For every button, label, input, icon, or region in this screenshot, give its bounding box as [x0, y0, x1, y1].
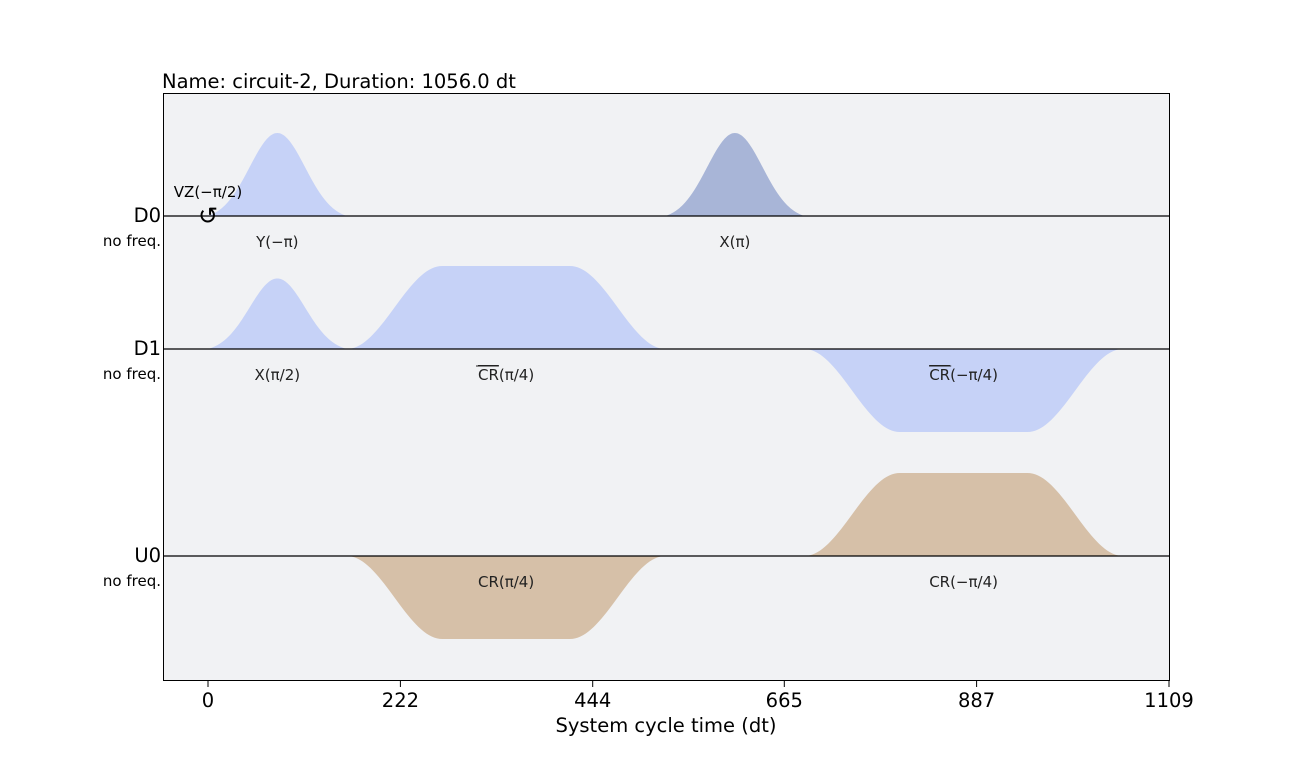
pulse-d0-0 — [208, 133, 347, 216]
pulse-label-d1-1: CR(π/4) — [478, 366, 534, 384]
pulse-label-u0-1: CR(−π/4) — [929, 573, 998, 591]
pulse-u0-0 — [346, 556, 666, 639]
pulse-d1-2 — [804, 349, 1124, 432]
frame-change-icon: ↺ — [198, 202, 218, 230]
pulse-d1-1 — [346, 266, 666, 349]
plot-frame — [163, 93, 1170, 681]
channel-name-u0: U0 — [134, 544, 161, 567]
channel-name-d1: D1 — [134, 337, 161, 360]
pulse-label-d0-1: X(π) — [719, 233, 750, 251]
pulse-label-d0-0: Y(−π) — [255, 233, 298, 251]
baselines-layer — [163, 215, 1170, 557]
x-tick-label: 1109 — [1144, 689, 1194, 712]
x-tick-label: 0 — [202, 689, 214, 712]
channel-freq-d0: no freq. — [103, 232, 161, 250]
pulse-d1-0 — [208, 278, 347, 349]
pulse-d0-1 — [665, 133, 805, 216]
x-tick-label: 665 — [766, 689, 803, 712]
channel-name-d0: D0 — [134, 204, 161, 227]
x-axis: 0 222 444 665 887 1109 — [202, 681, 1194, 712]
channel-freq-u0: no freq. — [103, 572, 161, 590]
x-tick-label: 887 — [958, 689, 995, 712]
x-tick-label: 222 — [382, 689, 419, 712]
x-axis-label: System cycle time (dt) — [555, 714, 776, 737]
frame-change-label: VZ(−π/2) — [174, 183, 242, 201]
channel-freq-d1: no freq. — [103, 365, 161, 383]
pulses-layer — [208, 133, 1124, 639]
pulse-label-d1-2: CR(−π/4) — [929, 366, 998, 384]
labels-layer: Y(−π) X(π) D0 no freq. ↺VZ(−π/2) X(π/2) CR(π/4… — [103, 183, 998, 591]
x-tick-label: 444 — [574, 689, 611, 712]
chart-title: Name: circuit-2, Duration: 1056.0 dt — [162, 70, 516, 93]
pulse-label-u0-0: CR(π/4) — [478, 573, 534, 591]
pulse-label-d1-0: X(π/2) — [254, 366, 300, 384]
pulse-u0-1 — [804, 473, 1124, 556]
